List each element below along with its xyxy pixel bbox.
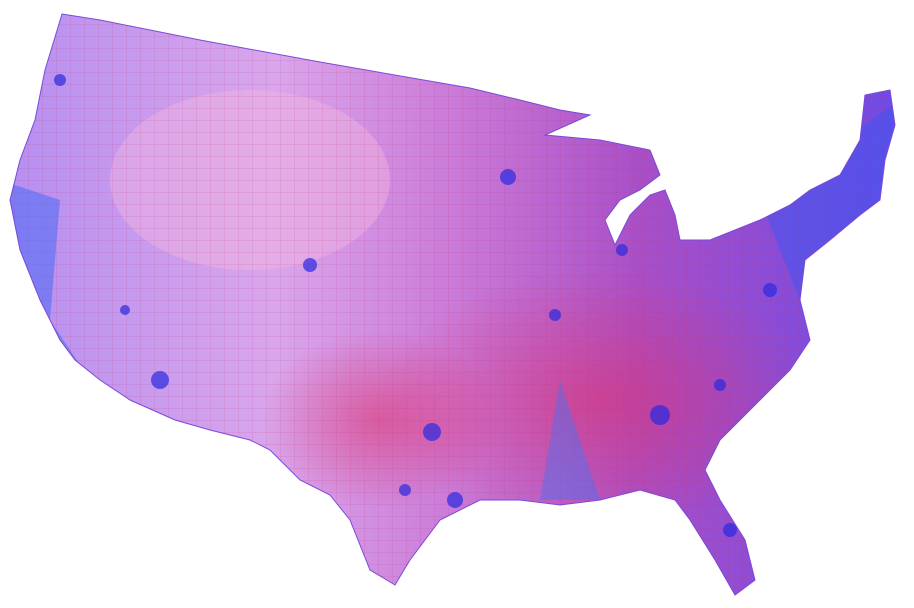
city bbox=[151, 371, 169, 389]
delta bbox=[540, 380, 600, 500]
city bbox=[399, 484, 411, 496]
city bbox=[120, 305, 130, 315]
city bbox=[616, 244, 628, 256]
city bbox=[650, 405, 670, 425]
city bbox=[54, 74, 66, 86]
city bbox=[723, 523, 737, 537]
city bbox=[714, 379, 726, 391]
city bbox=[549, 309, 561, 321]
city bbox=[763, 283, 777, 297]
city bbox=[447, 492, 463, 508]
city bbox=[423, 423, 441, 441]
city bbox=[303, 258, 317, 272]
cities bbox=[54, 74, 777, 537]
city bbox=[500, 169, 516, 185]
us-outline bbox=[9, 13, 896, 596]
